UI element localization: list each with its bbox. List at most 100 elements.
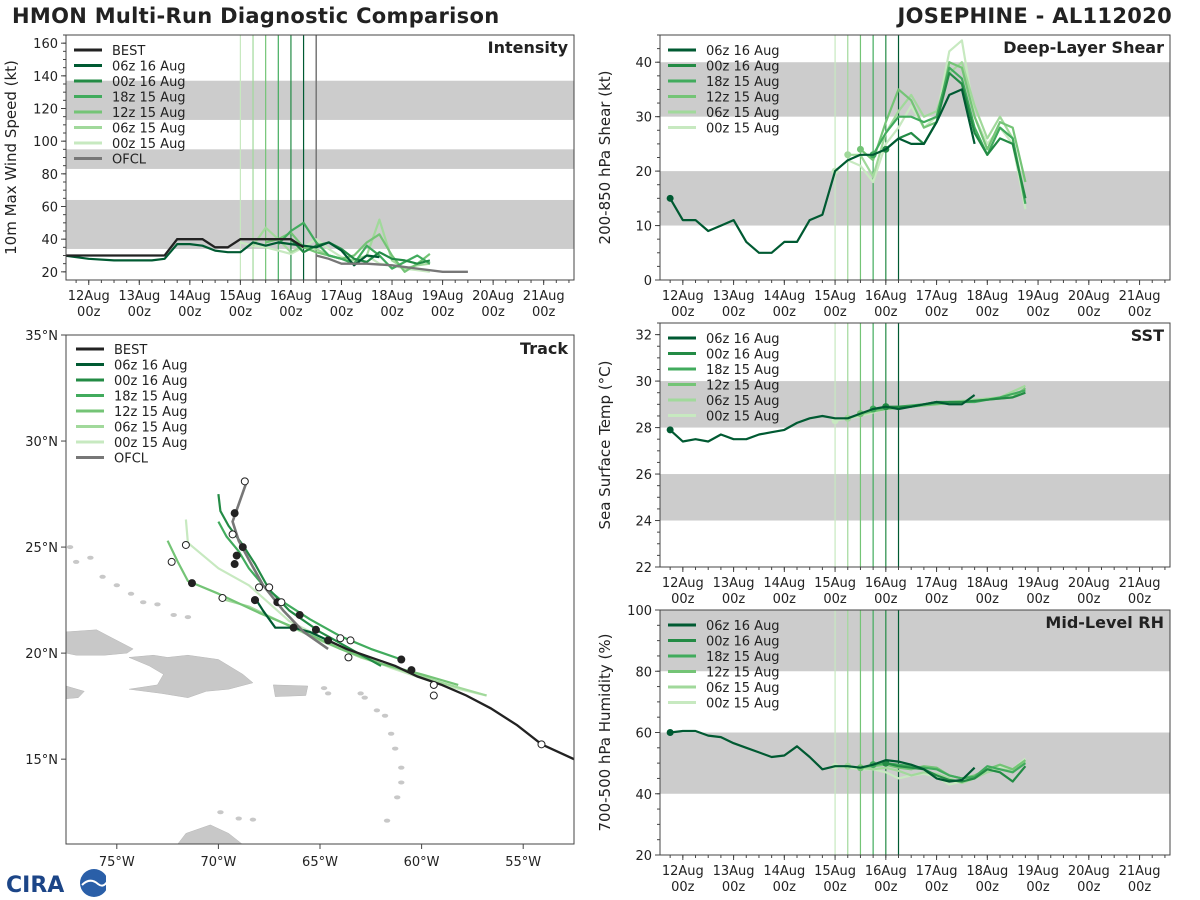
- intensity-band-2: [66, 80, 574, 120]
- rh-xtick-label: 15Aug: [814, 864, 856, 879]
- track-best-point: [537, 740, 546, 749]
- land-island-3: [99, 574, 106, 579]
- rh-xtick-sublabel: 00z: [1026, 880, 1050, 895]
- land-cuba: [66, 629, 134, 656]
- land-island-24: [249, 817, 257, 822]
- cira-logo: CIRA: [6, 869, 106, 898]
- rh-band-1: [660, 610, 1170, 672]
- intensity-ytick-label: 20: [41, 266, 58, 281]
- track-ytick-label: 35°N: [25, 329, 58, 344]
- land-island-19: [398, 780, 405, 785]
- rh-legend-label: 12z 15 Aug: [706, 666, 780, 681]
- sst-xtick-sublabel: 00z: [823, 592, 847, 607]
- intensity-legend-label: 00z 16 Aug: [112, 75, 186, 90]
- shear-legend-label: 12z 15 Aug: [706, 91, 780, 106]
- rh-xtick-sublabel: 00z: [925, 880, 949, 895]
- track-ofcl-point: [277, 598, 286, 607]
- intensity-ytick-label: 140: [33, 70, 58, 85]
- track-plot-area: [66, 477, 574, 844]
- shear-xtick-sublabel: 00z: [671, 305, 695, 320]
- shear-init-point-0: [666, 194, 674, 202]
- sst-legend-label: 18z 15 Aug: [706, 363, 780, 378]
- intensity-xtick-sublabel: 00z: [481, 305, 505, 320]
- rh-xtick-label: 17Aug: [916, 864, 958, 879]
- intensity-legend-label: OFCL: [112, 153, 147, 168]
- track-run-0-point: [289, 623, 298, 632]
- intensity-xtick-label: 21Aug: [523, 289, 565, 304]
- track-run-3-point: [187, 579, 196, 588]
- rh-xtick-label: 21Aug: [1119, 864, 1161, 879]
- sst-xtick-sublabel: 00z: [671, 592, 695, 607]
- track-run-1-point: [311, 625, 320, 634]
- track-series-0: [254, 597, 329, 642]
- rh-ytick-label: 100: [627, 604, 652, 619]
- intensity-legend-label: 00z 15 Aug: [112, 137, 186, 152]
- intensity-xtick-sublabel: 00z: [532, 305, 556, 320]
- shear-xtick-sublabel: 00z: [773, 305, 797, 320]
- track-run-1-point: [230, 509, 239, 518]
- intensity-xtick-sublabel: 00z: [431, 305, 455, 320]
- intensity-xtick-sublabel: 00z: [128, 305, 152, 320]
- rh-ytick-label: 80: [635, 665, 652, 680]
- shear-xtick-label: 19Aug: [1017, 289, 1059, 304]
- shear-ytick-label: 40: [635, 56, 652, 71]
- rh-ytick-label: 20: [635, 849, 652, 864]
- track-ytick-label: 25°N: [25, 541, 58, 556]
- land-island-22: [217, 810, 224, 815]
- shear-legend-label: 18z 15 Aug: [706, 75, 780, 90]
- sst-xtick-label: 13Aug: [713, 576, 755, 591]
- shear-xtick-label: 12Aug: [662, 289, 704, 304]
- rh-series-2: [872, 762, 1027, 780]
- shear-legend-label: 06z 16 Aug: [706, 44, 780, 59]
- rh-xtick-label: 16Aug: [865, 864, 907, 879]
- shear-ytick-label: 30: [635, 111, 652, 126]
- intensity-ytick-label: 160: [33, 37, 58, 52]
- intensity-xtick-label: 14Aug: [169, 289, 211, 304]
- rh-legend-label: 00z 15 Aug: [706, 697, 780, 712]
- rh-xtick-sublabel: 00z: [976, 880, 1000, 895]
- track-legend-label: 00z 15 Aug: [114, 436, 188, 451]
- intensity-ytick-label: 100: [33, 135, 58, 150]
- sst-plot-area: [660, 323, 1170, 567]
- shear-panel: 01020304012Aug00z13Aug00z14Aug00z15Aug00…: [596, 34, 1171, 320]
- rh-band-0: [660, 732, 1170, 794]
- land-island-20: [394, 795, 401, 800]
- track-legend-label: 18z 15 Aug: [114, 390, 188, 405]
- track-run-2-point: [397, 655, 406, 664]
- shear-series-0: [669, 88, 976, 254]
- sst-legend-label: 12z 15 Aug: [706, 379, 780, 394]
- track-ytick-label: 15°N: [25, 753, 58, 768]
- track-xtick-label: 65°W: [302, 855, 338, 870]
- rh-xtick-sublabel: 00z: [773, 880, 797, 895]
- intensity-legend-label: 06z 15 Aug: [112, 122, 186, 137]
- track-run-3-point: [167, 557, 176, 566]
- rh-legend-label: 06z 16 Aug: [706, 619, 780, 634]
- track-legend-label: BEST: [114, 343, 147, 358]
- shear-legend-label: 06z 15 Aug: [706, 106, 780, 121]
- track-ofcl: [231, 480, 329, 650]
- shear-series-1: [885, 72, 1027, 199]
- land-island-1: [72, 559, 80, 564]
- rh-legend-label: 00z 16 Aug: [706, 635, 780, 650]
- track-run-1-point: [238, 543, 247, 552]
- cira-globe-icon: [80, 869, 106, 897]
- track-run-4-point: [218, 593, 227, 602]
- sst-panel: 22242628303212Aug00z13Aug00z14Aug00z15Au…: [596, 322, 1171, 607]
- sst-xtick-label: 19Aug: [1017, 576, 1059, 591]
- shear-init-point-4: [844, 151, 852, 159]
- shear-band-0: [660, 171, 1170, 226]
- intensity-xtick-sublabel: 00z: [380, 305, 404, 320]
- intensity-panel: 2040608010012014016012Aug00z13Aug00z14Au…: [2, 34, 575, 320]
- sst-xtick-label: 21Aug: [1119, 576, 1161, 591]
- intensity-title: Intensity: [488, 38, 569, 57]
- shear-xtick-label: 13Aug: [713, 289, 755, 304]
- track-ofcl-point: [255, 583, 264, 592]
- sst-init-point-0: [666, 426, 674, 434]
- rh-legend-label: 06z 15 Aug: [706, 681, 780, 696]
- intensity-xtick-label: 19Aug: [422, 289, 464, 304]
- cira-logo-text: CIRA: [6, 873, 64, 898]
- intensity-xtick-label: 15Aug: [219, 289, 261, 304]
- land-island-10: [320, 686, 328, 691]
